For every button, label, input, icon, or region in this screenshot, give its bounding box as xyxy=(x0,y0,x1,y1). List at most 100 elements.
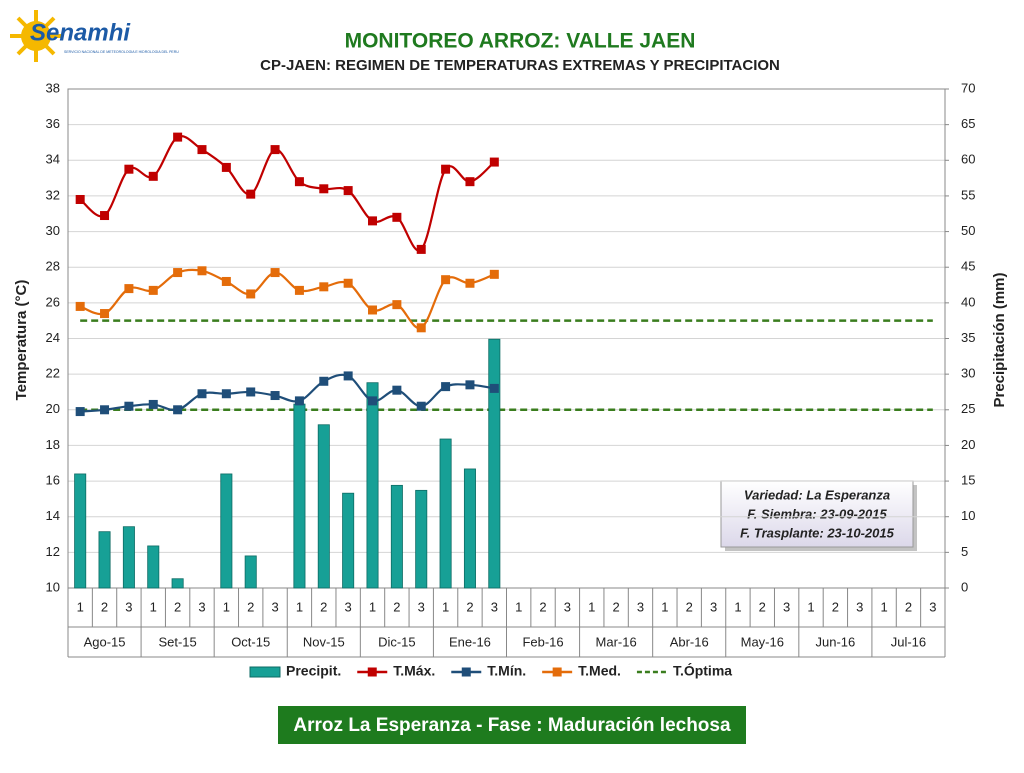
marker xyxy=(75,407,85,417)
marker xyxy=(489,383,499,393)
x-group-label: Jul-16 xyxy=(891,634,926,649)
marker xyxy=(75,301,85,311)
marker xyxy=(368,396,378,406)
x-tick-label: 1 xyxy=(807,599,814,614)
marker xyxy=(343,278,353,288)
x-group-label: Abr-16 xyxy=(670,634,709,649)
y2-tick-label: 20 xyxy=(961,437,975,452)
legend-label: T.Med. xyxy=(578,663,621,679)
x-tick-label: 1 xyxy=(661,599,668,614)
marker xyxy=(124,284,134,294)
marker xyxy=(294,285,304,295)
x-tick-label: 2 xyxy=(832,599,839,614)
marker xyxy=(221,389,231,399)
marker xyxy=(148,171,158,181)
marker xyxy=(124,164,134,174)
x-tick-label: 1 xyxy=(442,599,449,614)
y-axis-label: Temperatura (°C) xyxy=(13,280,30,401)
bar xyxy=(317,424,330,589)
y2-tick-label: 10 xyxy=(961,508,975,523)
marker xyxy=(173,405,183,415)
x-group-label: Ene-16 xyxy=(449,634,491,649)
logo-subtitle: SERVICIO NACIONAL DE METEOROLOGIA E HIDR… xyxy=(64,50,179,54)
x-group-label: May-16 xyxy=(741,634,784,649)
x-tick-label: 1 xyxy=(369,599,376,614)
bar xyxy=(171,578,184,589)
x-tick-label: 1 xyxy=(223,599,230,614)
legend-swatch xyxy=(249,666,281,678)
y2-tick-label: 70 xyxy=(961,80,975,95)
x-tick-label: 1 xyxy=(588,599,595,614)
marker xyxy=(319,376,329,386)
x-group-label: Ago-15 xyxy=(84,634,126,649)
marker xyxy=(416,323,426,333)
x-tick-label: 3 xyxy=(710,599,717,614)
marker xyxy=(294,177,304,187)
x-tick-label: 2 xyxy=(320,599,327,614)
x-tick-label: 1 xyxy=(734,599,741,614)
bar xyxy=(342,492,355,589)
bar xyxy=(463,468,476,589)
y2-tick-label: 35 xyxy=(961,330,975,345)
legend-label: T.Óptima xyxy=(673,662,732,679)
x-group-label: Set-15 xyxy=(158,634,196,649)
marker xyxy=(270,145,280,155)
marker xyxy=(270,268,280,278)
legend-swatch xyxy=(367,667,377,677)
logo: Senamhi SERVICIO NACIONAL DE METEOROLOGI… xyxy=(10,10,179,62)
chart-subtitle: CP-JAEN: REGIMEN DE TEMPERATURAS EXTREMA… xyxy=(260,57,780,74)
marker xyxy=(465,278,475,288)
x-tick-label: 3 xyxy=(125,599,132,614)
y-tick-label: 18 xyxy=(46,437,60,452)
y2-tick-label: 65 xyxy=(961,116,975,131)
y-tick-label: 10 xyxy=(46,579,60,594)
bar xyxy=(293,403,306,589)
y2-tick-label: 0 xyxy=(961,579,968,594)
x-tick-label: 3 xyxy=(418,599,425,614)
x-group-label: Jun-16 xyxy=(816,634,856,649)
legend-label: T.Máx. xyxy=(393,663,435,679)
marker xyxy=(368,216,378,226)
y2-tick-label: 25 xyxy=(961,401,975,416)
line xyxy=(79,135,496,252)
x-tick-label: 2 xyxy=(393,599,400,614)
y-tick-label: 38 xyxy=(46,80,60,95)
annotation-box: Variedad: La Esperanza F. Siembra: 23-09-… xyxy=(720,480,917,551)
bar xyxy=(122,526,135,589)
y2-tick-label: 55 xyxy=(961,187,975,202)
marker xyxy=(343,371,353,381)
x-tick-label: 3 xyxy=(345,599,352,614)
y-tick-label: 26 xyxy=(46,294,60,309)
marker xyxy=(465,380,475,390)
annotation-text: F. Siembra: 23-09-2015 xyxy=(747,506,887,521)
y-tick-label: 28 xyxy=(46,259,60,274)
marker xyxy=(441,164,451,174)
marker xyxy=(197,145,207,155)
y-tick-label: 14 xyxy=(46,508,60,523)
y-tick-label: 34 xyxy=(46,152,60,167)
legend-label: Precipit. xyxy=(286,663,341,679)
bar xyxy=(390,484,403,589)
marker xyxy=(294,396,304,406)
y2-tick-label: 5 xyxy=(961,544,968,559)
marker xyxy=(221,162,231,172)
x-tick-label: 3 xyxy=(783,599,790,614)
marker xyxy=(343,186,353,196)
marker xyxy=(124,401,134,411)
y2-tick-label: 50 xyxy=(961,223,975,238)
x-tick-label: 2 xyxy=(174,599,181,614)
y2-tick-label: 40 xyxy=(961,294,975,309)
x-tick-label: 1 xyxy=(77,599,84,614)
marker xyxy=(392,385,402,395)
bar xyxy=(366,382,379,589)
bar xyxy=(488,338,501,589)
bar xyxy=(98,531,111,589)
marker xyxy=(100,405,110,415)
marker xyxy=(489,269,499,279)
y2-tick-label: 30 xyxy=(961,366,975,381)
legend-label: T.Mín. xyxy=(487,663,526,679)
marker xyxy=(441,382,451,392)
marker xyxy=(148,285,158,295)
marker xyxy=(148,399,158,409)
